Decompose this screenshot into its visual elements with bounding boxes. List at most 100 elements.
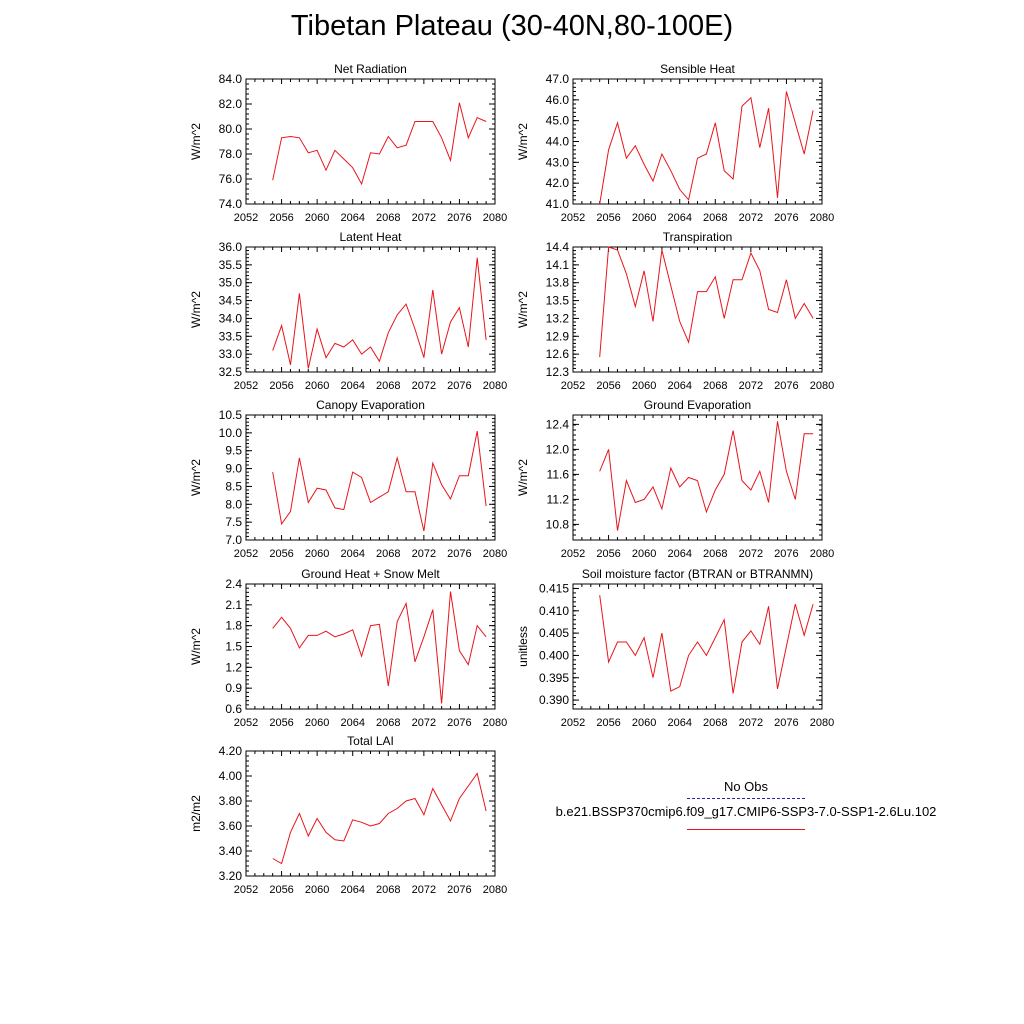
x-tick-label: 2076 [447, 717, 471, 729]
x-tick-label: 2052 [561, 548, 585, 560]
x-tick-label: 2060 [632, 717, 656, 729]
y-tick-label: 8.0 [225, 497, 242, 511]
x-tick-label: 2076 [774, 380, 798, 392]
y-tick-label: 12.0 [546, 442, 570, 456]
x-tick-label: 2080 [810, 380, 834, 392]
x-tick-label: 2064 [667, 548, 691, 560]
x-tick-label: 2068 [703, 717, 727, 729]
x-tick-label: 2080 [483, 212, 507, 224]
y-tick-label: 47.0 [546, 72, 570, 86]
x-tick-label: 2052 [561, 717, 585, 729]
y-tick-label: 42.0 [546, 176, 570, 190]
y-tick-label: 44.0 [546, 135, 570, 149]
y-tick-label: 2.4 [225, 577, 242, 591]
y-tick-label: 4.20 [219, 744, 243, 758]
y-tick-label: 10.5 [219, 408, 243, 422]
chart-panel-9: Total LAI m2/m2 2052 2056 2060 2064 2068 2072 20… [189, 734, 507, 896]
x-tick-label: 2068 [703, 212, 727, 224]
chart-panel-5: Canopy Evaporation W/m^2 2052 2056 2060 2064 2… [189, 398, 507, 560]
x-tick-label: 2060 [305, 380, 329, 392]
y-tick-label: 0.390 [539, 693, 569, 707]
x-tick-label: 2052 [561, 212, 585, 224]
chart-title: Net Radiation [334, 62, 407, 76]
chart-frame [245, 246, 496, 373]
x-tick-label: 2056 [596, 717, 620, 729]
x-tick-label: 2072 [412, 212, 436, 224]
chart-frame [245, 78, 496, 205]
y-tick-label: 0.415 [539, 581, 569, 595]
x-tick-label: 2064 [340, 548, 364, 560]
x-tick-label: 2052 [234, 717, 258, 729]
x-tick-label: 2056 [269, 212, 293, 224]
y-tick-label: 4.00 [219, 769, 243, 783]
x-tick-label: 2076 [447, 884, 471, 896]
x-tick-label: 2052 [234, 380, 258, 392]
y-tick-label: 33.0 [219, 347, 243, 361]
x-tick-label: 2072 [739, 212, 763, 224]
x-tick-label: 2064 [340, 380, 364, 392]
y-tick-label: 32.5 [219, 365, 243, 379]
x-tick-label: 2076 [774, 212, 798, 224]
y-tick-label: 82.0 [219, 97, 243, 111]
x-tick-label: 2064 [340, 884, 364, 896]
chart-title: Ground Heat + Snow Melt [301, 567, 440, 581]
y-axis-label: W/m^2 [189, 459, 203, 496]
y-tick-label: 0.405 [539, 626, 569, 640]
x-tick-label: 2072 [739, 717, 763, 729]
x-tick-label: 2060 [305, 212, 329, 224]
x-tick-label: 2056 [269, 717, 293, 729]
y-axis-label: W/m^2 [516, 459, 530, 496]
x-tick-label: 2072 [739, 380, 763, 392]
y-tick-label: 80.0 [219, 122, 243, 136]
y-tick-label: 3.60 [219, 819, 243, 833]
y-tick-label: 13.2 [546, 311, 570, 325]
x-tick-label: 2060 [305, 717, 329, 729]
x-tick-label: 2060 [632, 212, 656, 224]
y-tick-label: 13.8 [546, 276, 570, 290]
y-tick-label: 0.9 [225, 681, 242, 695]
x-tick-label: 2080 [483, 884, 507, 896]
y-tick-label: 36.0 [219, 240, 243, 254]
chart-panel-8: Soil moisture factor (BTRAN or BTRANMN) u… [516, 567, 834, 729]
y-tick-label: 46.0 [546, 93, 570, 107]
chart-panel-2: Sensible Heat W/m^2 2052 2056 2060 2064 2068 20… [516, 62, 834, 224]
chart-frame [572, 246, 823, 373]
y-tick-label: 7.5 [225, 515, 242, 529]
legend: No Obs b.e21.BSSP370cmip6.f09_g17.CMIP6-… [540, 778, 952, 830]
series-line [599, 91, 814, 205]
x-tick-label: 2060 [632, 548, 656, 560]
y-tick-label: 12.3 [546, 365, 570, 379]
chart-title: Ground Evaporation [644, 398, 751, 412]
x-tick-label: 2080 [483, 380, 507, 392]
y-tick-label: 1.8 [225, 619, 242, 633]
series-line [272, 591, 487, 704]
y-tick-label: 35.0 [219, 276, 243, 290]
x-tick-label: 2056 [596, 212, 620, 224]
y-tick-label: 84.0 [219, 72, 243, 86]
x-tick-label: 2056 [269, 380, 293, 392]
legend-obs-line [687, 798, 805, 799]
y-axis-label: m2/m2 [189, 795, 203, 832]
x-tick-label: 2064 [667, 380, 691, 392]
x-tick-label: 2072 [412, 717, 436, 729]
x-tick-label: 2068 [703, 548, 727, 560]
y-tick-label: 10.0 [219, 426, 243, 440]
x-tick-label: 2056 [269, 884, 293, 896]
x-tick-label: 2072 [412, 548, 436, 560]
series-line [599, 421, 814, 531]
y-tick-label: 3.40 [219, 844, 243, 858]
y-tick-label: 74.0 [219, 197, 243, 211]
x-tick-label: 2076 [447, 212, 471, 224]
x-tick-label: 2052 [561, 380, 585, 392]
x-tick-label: 2080 [810, 212, 834, 224]
legend-case-label: b.e21.BSSP370cmip6.f09_g17.CMIP6-SSP3-7.… [555, 804, 937, 819]
x-tick-label: 2080 [810, 548, 834, 560]
y-tick-label: 35.5 [219, 258, 243, 272]
chart-panel-1: Net Radiation W/m^2 2052 2056 2060 2064 2068 20… [189, 62, 507, 224]
y-tick-label: 9.0 [225, 462, 242, 476]
y-tick-label: 7.0 [225, 533, 242, 547]
y-tick-label: 0.395 [539, 671, 569, 685]
series-line [272, 431, 487, 532]
x-tick-label: 2072 [739, 548, 763, 560]
